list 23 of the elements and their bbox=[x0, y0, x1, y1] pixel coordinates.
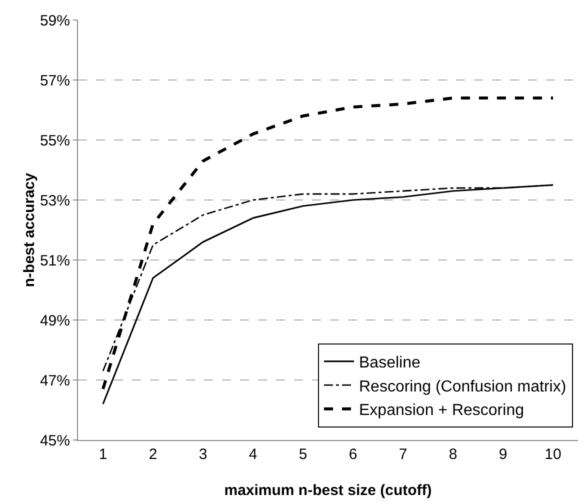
x-tick-label: 7 bbox=[398, 446, 408, 463]
x-tick-label: 9 bbox=[498, 446, 508, 463]
y-axis-title: n-best accuracy bbox=[20, 172, 38, 288]
x-tick-label: 8 bbox=[448, 446, 458, 463]
y-tick-label: 51% bbox=[40, 252, 70, 270]
y-tick-label: 49% bbox=[40, 312, 70, 330]
y-tick-label: 57% bbox=[40, 72, 70, 90]
y-tick-label: 59% bbox=[40, 12, 70, 30]
legend-label: Rescoring (Confusion matrix) bbox=[359, 378, 566, 396]
y-tick-label: 53% bbox=[40, 192, 70, 210]
x-tick-label: 10 bbox=[544, 446, 562, 463]
x-tick-label: 2 bbox=[148, 446, 158, 463]
x-tick-label: 6 bbox=[348, 446, 358, 463]
y-tick-label: 47% bbox=[40, 372, 70, 390]
x-axis-title: maximum n-best size (cutoff) bbox=[224, 482, 432, 499]
x-tick-label: 1 bbox=[98, 446, 108, 463]
legend-label: Expansion + Rescoring bbox=[359, 402, 524, 420]
x-tick-label: 5 bbox=[298, 446, 308, 463]
y-tick-label: 55% bbox=[40, 132, 70, 150]
x-tick-label: 4 bbox=[248, 446, 258, 463]
legend-label: Baseline bbox=[359, 354, 420, 372]
y-tick-label: 45% bbox=[40, 432, 70, 450]
x-tick-label: 3 bbox=[198, 446, 208, 463]
